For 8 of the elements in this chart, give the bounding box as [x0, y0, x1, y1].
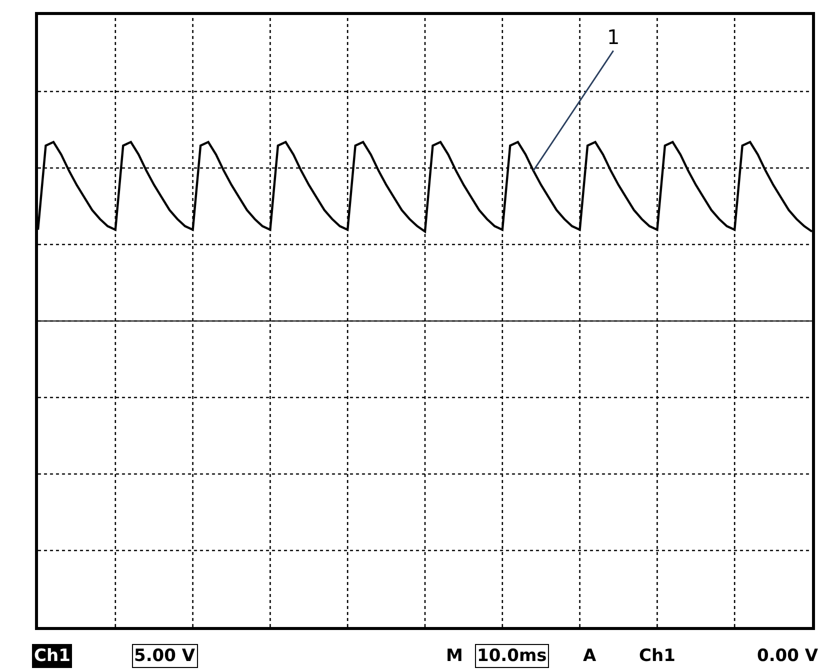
text: 0.00 V — [757, 646, 819, 666]
text: A — [583, 646, 597, 666]
text: Ch1 — [639, 646, 676, 666]
text: M — [446, 646, 463, 666]
text: Ch1 — [34, 646, 70, 666]
text: 10.0ms — [477, 646, 547, 666]
text: 5.00 V — [134, 646, 196, 666]
text: 1 — [607, 25, 620, 49]
